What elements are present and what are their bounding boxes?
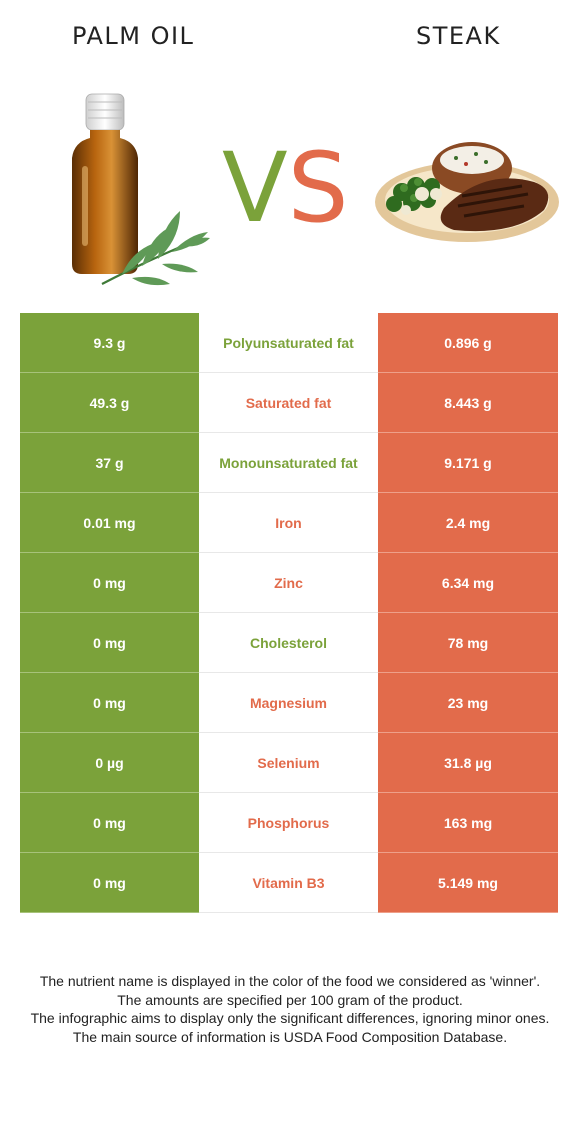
left-value: 0 mg (20, 792, 199, 853)
nutrient-name: Polyunsaturated fat (199, 313, 378, 373)
right-value: 5.149 mg (378, 852, 558, 913)
right-food-title: STEAK (416, 22, 501, 50)
left-value: 0 mg (20, 552, 199, 613)
left-value: 9.3 g (20, 313, 199, 373)
table-row: 0.01 mg Iron 2.4 mg (20, 492, 558, 553)
right-value: 6.34 mg (378, 552, 558, 613)
right-value: 0.896 g (378, 313, 558, 373)
right-value: 8.443 g (378, 372, 558, 433)
footer-line-3: The infographic aims to display only the… (30, 1010, 550, 1026)
right-value: 78 mg (378, 612, 558, 673)
right-value: 2.4 mg (378, 492, 558, 553)
nutrient-name: Magnesium (199, 672, 378, 733)
vs-s-letter: S (287, 132, 349, 244)
table-row: 37 g Monounsaturated fat 9.171 g (20, 432, 558, 493)
left-food-title: PALM OIL (72, 22, 195, 50)
table-row: 9.3 g Polyunsaturated fat 0.896 g (20, 313, 558, 373)
table-row: 0 mg Magnesium 23 mg (20, 672, 558, 733)
vs-v-letter: V (222, 132, 288, 244)
nutrient-name: Monounsaturated fat (199, 432, 378, 493)
nutrient-name: Cholesterol (199, 612, 378, 673)
table-row: 0 mg Vitamin B3 5.149 mg (20, 852, 558, 913)
nutrient-name: Phosphorus (199, 792, 378, 853)
left-value: 0 µg (20, 732, 199, 793)
right-value: 23 mg (378, 672, 558, 733)
table-row: 0 mg Phosphorus 163 mg (20, 792, 558, 853)
left-value: 37 g (20, 432, 199, 493)
table-row: 0 µg Selenium 31.8 µg (20, 732, 558, 793)
footer-notes: The nutrient name is displayed in the co… (20, 972, 560, 1046)
right-value: 9.171 g (378, 432, 558, 493)
footer-line-1: The nutrient name is displayed in the co… (39, 973, 541, 989)
nutrient-name: Zinc (199, 552, 378, 613)
nutrient-name: Saturated fat (199, 372, 378, 433)
vs-label: VS (222, 138, 352, 238)
steak-image (375, 142, 559, 242)
table-row: 49.3 g Saturated fat 8.443 g (20, 372, 558, 433)
table-row: 0 mg Cholesterol 78 mg (20, 612, 558, 673)
left-value: 0.01 mg (20, 492, 199, 553)
left-value: 0 mg (20, 852, 199, 913)
nutrient-name: Vitamin B3 (199, 852, 378, 913)
footer-line-4: The main source of information is USDA F… (72, 1028, 508, 1045)
table-row: 0 mg Zinc 6.34 mg (20, 552, 558, 613)
right-value: 163 mg (378, 792, 558, 853)
left-value: 0 mg (20, 672, 199, 733)
nutrient-comparison-table: 9.3 g Polyunsaturated fat 0.896 g 49.3 g Sat… (20, 313, 558, 913)
footer-line-2: The amounts are specified per 100 gram o… (117, 991, 463, 1008)
right-value: 31.8 µg (378, 732, 558, 793)
nutrient-name: Iron (199, 492, 378, 553)
left-value: 49.3 g (20, 372, 199, 433)
palm-oil-bottle-image (72, 93, 210, 286)
left-value: 0 mg (20, 612, 199, 673)
nutrient-name: Selenium (199, 732, 378, 793)
